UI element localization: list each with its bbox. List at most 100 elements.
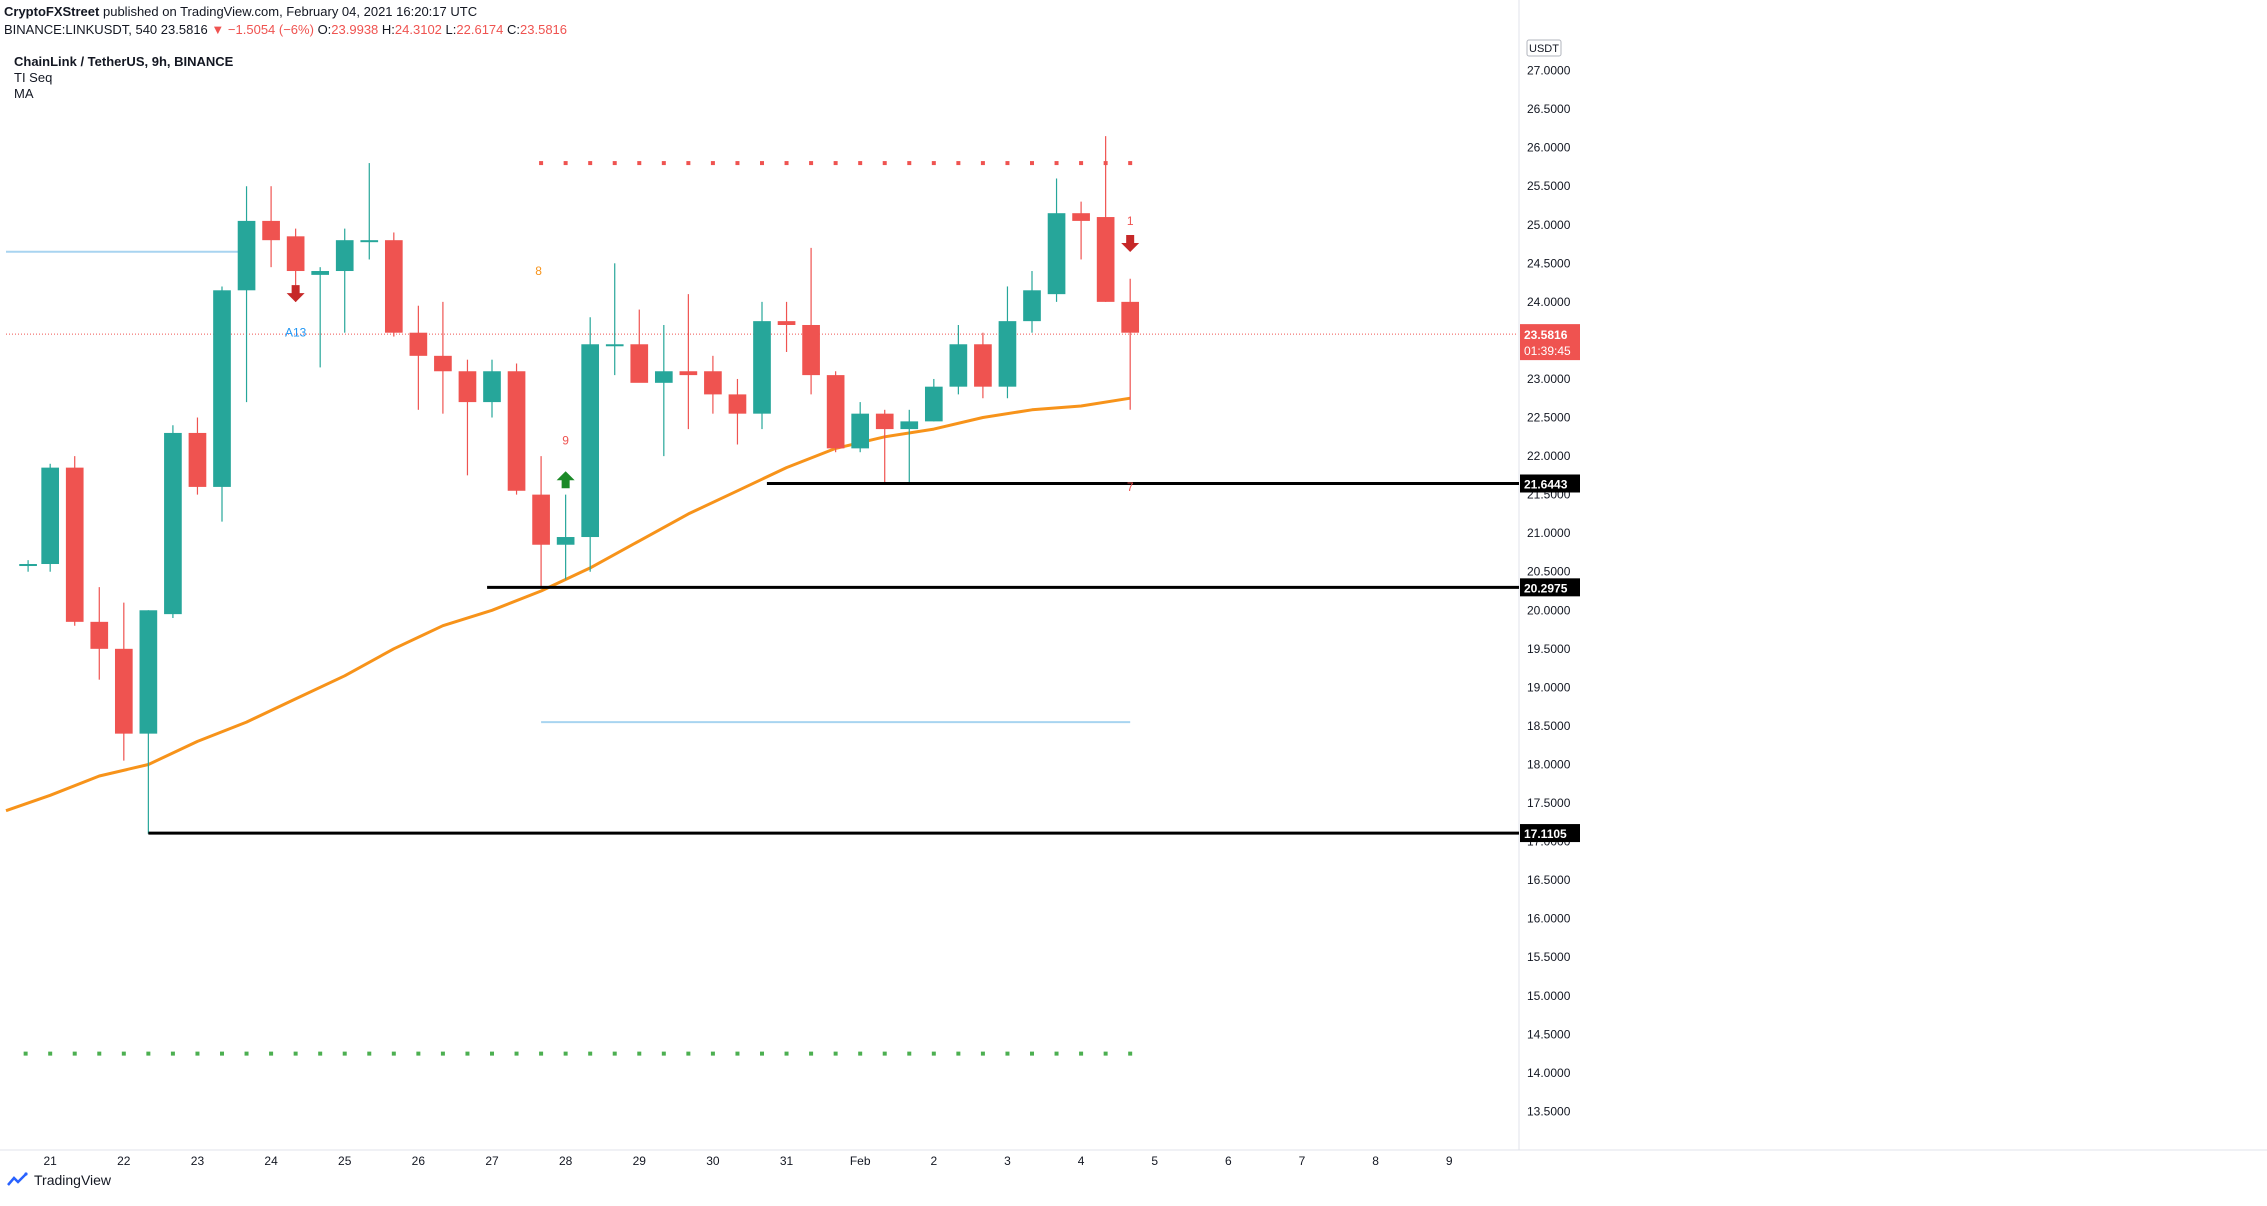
candle-up bbox=[1023, 290, 1041, 322]
level-price-label: 17.1105 bbox=[1524, 827, 1567, 841]
seq-annotation-label: 9 bbox=[562, 434, 569, 448]
x-tick-label: 4 bbox=[1078, 1154, 1085, 1168]
seq-green-dot bbox=[1079, 1051, 1084, 1056]
x-tick-label: 9 bbox=[1446, 1154, 1453, 1168]
current-price-tag bbox=[1520, 324, 1580, 361]
x-tick-label: 27 bbox=[485, 1154, 499, 1168]
seq-green-dot bbox=[72, 1051, 77, 1056]
candle-down bbox=[90, 621, 109, 649]
open-value: 23.9938 bbox=[331, 22, 379, 37]
publish-info: CryptoFXStreet published on TradingView.… bbox=[4, 4, 477, 19]
level-price-tag bbox=[1520, 578, 1580, 597]
current-price-label: 23.5816 bbox=[1524, 328, 1568, 342]
candle-up bbox=[654, 371, 673, 383]
candle-up bbox=[998, 321, 1017, 387]
seq-green-dot bbox=[784, 1051, 789, 1056]
seq-annotation-label: 1 bbox=[1127, 214, 1134, 228]
seq-red-dot bbox=[980, 161, 985, 166]
candle-up bbox=[213, 290, 231, 487]
candle-down bbox=[679, 371, 698, 376]
candle-up bbox=[851, 413, 870, 449]
candle-down bbox=[630, 344, 649, 383]
seq-green-dot bbox=[931, 1051, 936, 1056]
seq-red-dot bbox=[882, 161, 887, 166]
tradingview-footer[interactable]: TradingView bbox=[6, 1172, 111, 1188]
seq-green-dot bbox=[637, 1051, 642, 1056]
candle-up bbox=[139, 610, 158, 734]
candle-down bbox=[262, 220, 280, 241]
seq-green-dot bbox=[735, 1051, 740, 1056]
y-tick-label: 20.0000 bbox=[1527, 603, 1571, 617]
seq-green-dot bbox=[220, 1051, 224, 1056]
seq-green-dot bbox=[1054, 1051, 1059, 1056]
close-value: 23.5816 bbox=[520, 22, 568, 37]
y-tick-label: 23.0000 bbox=[1527, 372, 1571, 386]
seq-green-dot bbox=[1103, 1051, 1108, 1056]
candle-up bbox=[164, 432, 182, 615]
seq-green-dot bbox=[563, 1051, 568, 1056]
seq-red-dot bbox=[907, 161, 912, 166]
published-text: published on TradingView.com, February 0… bbox=[102, 4, 478, 19]
y-tick-label: 20.5000 bbox=[1527, 565, 1571, 579]
seq-green-dot bbox=[514, 1051, 519, 1056]
candle-down bbox=[728, 394, 747, 414]
seq-green-dot bbox=[1005, 1051, 1010, 1056]
tradingview-brand: TradingView bbox=[34, 1172, 112, 1188]
x-tick-label: 26 bbox=[412, 1154, 426, 1168]
seq-green-dot bbox=[293, 1051, 298, 1056]
y-tick-label: 14.0000 bbox=[1527, 1066, 1571, 1080]
indicator-ma[interactable]: MA bbox=[14, 86, 34, 101]
seq-green-dot bbox=[956, 1051, 961, 1056]
candle-up bbox=[900, 421, 919, 430]
candle-up bbox=[753, 321, 771, 414]
seq-red-dot bbox=[563, 161, 568, 166]
candle-down bbox=[409, 332, 428, 356]
seq-red-dot bbox=[637, 161, 642, 166]
seq-green-dot bbox=[342, 1051, 347, 1056]
tradingview-logo-icon bbox=[7, 1172, 28, 1186]
seq-annotation-label: A13 bbox=[285, 326, 307, 340]
y-tick-label: 17.5000 bbox=[1527, 796, 1571, 810]
publisher-name[interactable]: CryptoFXStreet bbox=[4, 4, 100, 19]
y-tick-label: 14.5000 bbox=[1527, 1027, 1571, 1041]
seq-green-dot bbox=[882, 1051, 887, 1056]
indicator-ti-seq[interactable]: TI Seq bbox=[14, 70, 53, 85]
candle-down bbox=[777, 321, 796, 325]
seq-red-dot bbox=[1005, 161, 1010, 166]
seq-red-dot bbox=[1054, 161, 1059, 166]
seq-red-dot bbox=[760, 161, 764, 166]
low-label: L: bbox=[445, 22, 457, 37]
seq-green-dot bbox=[170, 1051, 175, 1056]
y-tick-label: 16.0000 bbox=[1527, 912, 1571, 926]
candle-up bbox=[581, 344, 600, 538]
seq-green-dot bbox=[23, 1051, 28, 1056]
candle-down bbox=[507, 371, 526, 491]
seq-green-dot bbox=[710, 1051, 715, 1056]
seq-green-dot bbox=[907, 1051, 912, 1056]
close-label: C: bbox=[507, 22, 521, 37]
candle-up bbox=[949, 344, 968, 387]
candle-down bbox=[1096, 217, 1115, 302]
y-tick-label: 22.0000 bbox=[1527, 449, 1571, 463]
seq-green-dot bbox=[1128, 1051, 1133, 1056]
seq-green-dot bbox=[588, 1051, 593, 1056]
seq-green-dot bbox=[661, 1051, 666, 1056]
down-triangle-icon: ▼ bbox=[211, 22, 225, 37]
seq-green-dot bbox=[269, 1051, 274, 1056]
y-tick-label: 15.0000 bbox=[1527, 989, 1571, 1003]
candle-down bbox=[974, 344, 992, 387]
price-unit-label: USDT bbox=[1529, 43, 1559, 55]
x-tick-label: 5 bbox=[1151, 1154, 1158, 1168]
seq-red-dot bbox=[833, 161, 838, 166]
seq-green-dot bbox=[391, 1051, 396, 1056]
candle-up bbox=[335, 240, 354, 272]
seq-green-dot bbox=[195, 1051, 200, 1056]
y-tick-label: 25.5000 bbox=[1527, 179, 1571, 193]
x-tick-label: 8 bbox=[1372, 1154, 1379, 1168]
candle-up bbox=[556, 537, 575, 545]
seq-green-dot bbox=[858, 1051, 863, 1056]
candle-down bbox=[875, 413, 894, 430]
candle-up bbox=[19, 564, 37, 567]
